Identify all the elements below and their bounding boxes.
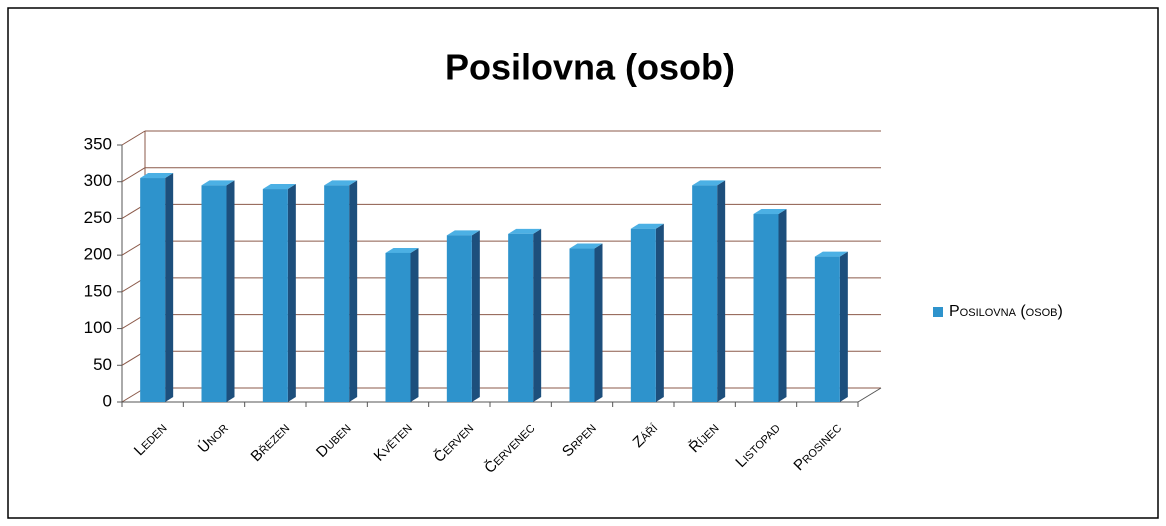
bar: [508, 233, 534, 402]
y-tick-label: 100: [84, 318, 112, 337]
bar-side: [533, 228, 542, 402]
bar-top: [569, 243, 603, 249]
bar-top: [630, 223, 664, 229]
y-tick-label: 250: [84, 208, 112, 227]
grid-line: [121, 167, 146, 183]
bar-top: [692, 180, 726, 186]
legend-label: Posilovna (osob): [949, 303, 1063, 320]
chart-title: Posilovna (osob): [445, 47, 735, 88]
y-tick-label: 350: [84, 134, 112, 153]
bar-side: [778, 209, 787, 402]
bar-side: [226, 180, 235, 402]
grid-line: [121, 130, 146, 146]
bar: [140, 178, 166, 402]
bar-top: [262, 184, 296, 190]
bar: [753, 214, 779, 402]
bar-top: [140, 173, 174, 179]
bar-top: [201, 180, 235, 186]
bar-side: [287, 184, 296, 402]
bar-top: [508, 228, 542, 234]
bar: [630, 228, 656, 402]
y-tick-label: 0: [103, 391, 112, 410]
bar: [569, 248, 595, 402]
legend-swatch: [933, 307, 943, 317]
floor-edge: [857, 387, 882, 403]
bar-top: [446, 230, 480, 236]
y-tick-label: 150: [84, 281, 112, 300]
bar-side: [349, 180, 358, 402]
bar-side: [594, 243, 603, 402]
y-tick-label: 300: [84, 171, 112, 190]
bar: [324, 185, 350, 402]
bar: [262, 189, 288, 402]
bar: [446, 235, 472, 402]
bar: [814, 256, 840, 402]
bar-side: [717, 180, 726, 402]
bar: [692, 185, 718, 402]
bar-top: [324, 180, 358, 186]
y-tick-label: 50: [93, 355, 112, 374]
bar-top: [814, 251, 848, 257]
bar-side: [165, 173, 174, 402]
bar-top: [385, 247, 419, 253]
bar-side: [471, 230, 480, 402]
bar-side: [839, 251, 848, 402]
bar-side: [655, 223, 664, 402]
y-tick-label: 200: [84, 245, 112, 264]
bar-side: [410, 247, 419, 402]
bar-top: [753, 209, 787, 215]
bar: [385, 252, 411, 402]
bar: [201, 185, 227, 402]
